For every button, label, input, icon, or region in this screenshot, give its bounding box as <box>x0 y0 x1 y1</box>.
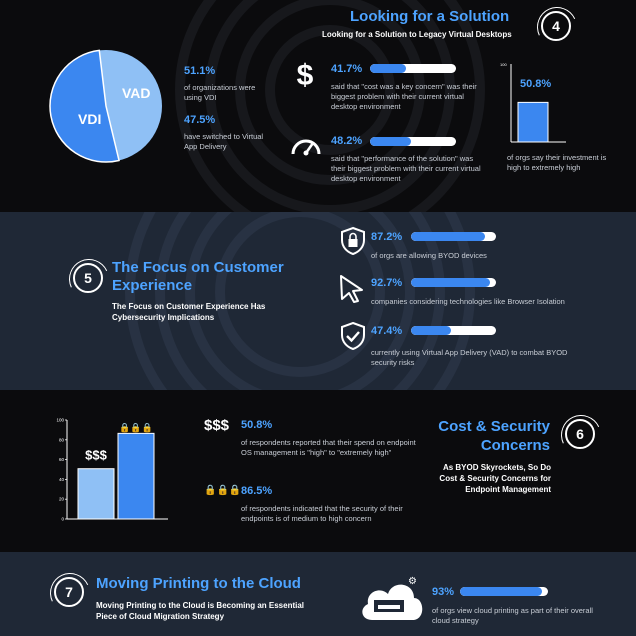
y-tick-label: 60 <box>59 457 65 462</box>
stat-cost-bar-fill <box>370 64 406 73</box>
shield-check-icon <box>341 322 365 350</box>
dollar-icon: $ <box>296 59 314 92</box>
dollars-icon: $$$ <box>204 417 230 434</box>
y-tick-label: 100 <box>56 418 64 423</box>
y-tick-label: 80 <box>59 437 65 442</box>
section-5-title: The Focus on Customer Experience <box>112 259 284 294</box>
cloud-printer-icon: ⚙ <box>362 576 423 620</box>
section-6-number-badge: 6 <box>565 419 595 449</box>
cursor-icon <box>340 275 363 303</box>
bar-label-locks: 🔒🔒🔒 <box>119 422 153 433</box>
vdi-vad-pie-chart: VDI VAD <box>49 49 162 163</box>
stat-spend-value: 50.8% <box>241 419 273 431</box>
mini-chart-axis-top: 100 <box>500 62 507 67</box>
section-cost-security: 100 80 60 40 20 0 $$$ 🔒🔒🔒 $$$ 50.8% of respon… <box>0 390 636 552</box>
svg-text:⚙: ⚙ <box>408 576 417 587</box>
bar-label-dollars: $$$ <box>85 448 107 463</box>
cost-security-bar-chart: 100 80 60 40 20 0 $$$ 🔒🔒🔒 <box>56 418 168 522</box>
stat-performance-text: said that "performance of the solution" … <box>331 154 481 183</box>
vad-byod-bar <box>411 326 496 335</box>
stat-cost-text: said that "cost was a key concern" was t… <box>331 82 477 111</box>
section-4-subtitle: Looking for a Solution to Legacy Virtual… <box>322 30 512 39</box>
section-cloud-printing: 7 Moving Printing to the Cloud Moving Pr… <box>0 552 636 636</box>
mini-chart-bar <box>517 101 549 143</box>
bar-cost-spend <box>77 468 115 520</box>
y-tick-label: 0 <box>61 517 64 522</box>
bar-security-concern <box>117 432 155 520</box>
stat-vad-text: have switched to Virtual App Delivery <box>184 132 264 151</box>
browser-isolation-bar-fill <box>411 278 490 287</box>
byod-bar <box>411 232 496 241</box>
stat-performance-value: 48.2% <box>331 135 363 147</box>
stat-security-text: of respondents indicated that the securi… <box>241 504 403 523</box>
pie-label-vad: VAD <box>122 85 151 101</box>
mini-chart-value: 50.8% <box>520 78 552 90</box>
speedometer-icon <box>291 139 321 156</box>
cloud-printing-bar <box>460 587 548 596</box>
byod-value: 87.2% <box>371 231 403 243</box>
vad-byod-value: 47.4% <box>371 325 403 337</box>
stat-performance-bar <box>370 137 456 146</box>
y-tick-label: 20 <box>59 497 65 502</box>
vad-byod-text: currently using Virtual App Delivery (VA… <box>371 348 568 367</box>
cloud-printing-value: 93% <box>432 586 455 598</box>
pie-slice-vdi <box>49 49 120 163</box>
section-customer-experience: 5 The Focus on Customer Experience The F… <box>0 212 636 390</box>
stat-security-value: 86.5% <box>241 485 273 497</box>
stat-vad-value: 47.5% <box>184 114 216 126</box>
vad-byod-bar-fill <box>411 326 452 335</box>
mini-chart-text: of orgs say their investment is high to … <box>507 153 607 172</box>
investment-mini-chart: 100 <box>500 62 566 143</box>
section-7-subtitle: Moving Printing to the Cloud is Becoming… <box>96 601 305 621</box>
byod-text: of orgs are allowing BYOD devices <box>371 251 487 260</box>
browser-isolation-text: companies considering technologies like … <box>371 297 565 306</box>
section-4-number-badge: 4 <box>541 11 571 41</box>
pie-label-vdi: VDI <box>78 111 101 127</box>
background-rings <box>125 212 475 390</box>
section-5-number-badge: 5 <box>73 263 103 293</box>
byod-bar-fill <box>411 232 486 241</box>
browser-isolation-bar <box>411 278 496 287</box>
stat-vdi-text: of organizations were using VDI <box>184 83 256 102</box>
browser-isolation-value: 92.7% <box>371 277 403 289</box>
section-4-title: Looking for a Solution <box>350 8 510 25</box>
section-6-title: Cost & Security Concerns <box>438 418 550 454</box>
cloud-printing-text: of orgs view cloud printing as part of t… <box>432 606 593 625</box>
stat-vdi-value: 51.1% <box>184 65 216 77</box>
stat-spend-text: of respondents reported that their spend… <box>241 438 416 457</box>
background-rings <box>175 0 485 212</box>
section-looking-for-solution: Looking for a Solution Looking for a Sol… <box>0 0 636 212</box>
section-7-title: Moving Printing to the Cloud <box>96 575 301 592</box>
section-7-number-badge: 7 <box>54 577 84 607</box>
y-tick-label: 40 <box>59 477 65 482</box>
stat-cost-value: 41.7% <box>331 63 363 75</box>
shield-lock-icon <box>341 227 365 255</box>
locks-icon: 🔒🔒🔒 <box>204 485 242 496</box>
stat-performance-bar-fill <box>370 137 412 146</box>
section-6-subtitle: As BYOD Skyrockets, So Do Cost & Securit… <box>439 463 551 494</box>
cloud-printing-bar-fill <box>460 587 542 596</box>
section-5-subtitle: The Focus on Customer Experience Has Cyb… <box>112 302 266 322</box>
stat-cost-bar <box>370 64 456 73</box>
